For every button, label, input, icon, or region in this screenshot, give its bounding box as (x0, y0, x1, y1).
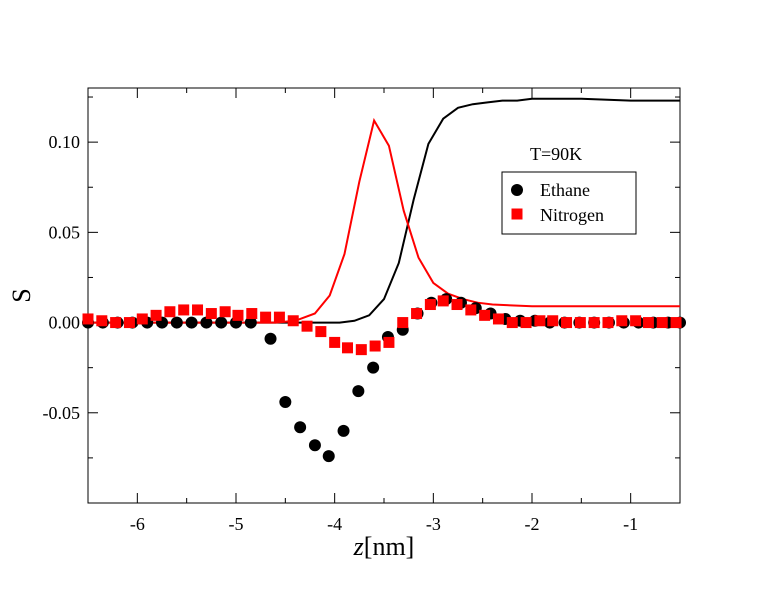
data-point-nitrogen (411, 308, 423, 320)
y-tick-label: 0.05 (49, 222, 81, 242)
plot-frame (87, 87, 681, 504)
data-point-nitrogen (630, 315, 642, 327)
data-point-nitrogen (341, 342, 353, 354)
data-point-nitrogen (534, 315, 546, 327)
data-point-nitrogen (136, 313, 148, 325)
data-point-nitrogen (656, 317, 668, 329)
data-point-nitrogen (232, 309, 244, 321)
data-point-ethane (352, 385, 365, 398)
data-point-nitrogen (82, 313, 94, 325)
temperature-annotation: T=90K (530, 144, 582, 164)
data-point-ethane (294, 421, 307, 434)
data-point-nitrogen (616, 315, 628, 327)
x-tick-label: -1 (623, 514, 638, 534)
data-point-ethane (337, 424, 350, 437)
x-axis-title-variable: z (353, 532, 364, 561)
data-point-nitrogen (602, 317, 614, 329)
data-point-nitrogen (329, 336, 341, 348)
data-point-nitrogen (123, 317, 135, 329)
legend-marker-nitrogen (511, 208, 523, 220)
x-tick-label: -6 (130, 514, 145, 534)
data-point-nitrogen (287, 315, 299, 327)
legend-label-nitrogen: Nitrogen (540, 205, 604, 225)
data-point-nitrogen (150, 309, 162, 321)
data-point-nitrogen (588, 317, 600, 329)
data-point-nitrogen (178, 304, 190, 316)
series-line-nitrogen-line (88, 117, 680, 324)
data-point-ethane (215, 316, 228, 329)
data-point-nitrogen (574, 317, 586, 329)
data-point-nitrogen (479, 309, 491, 321)
data-point-nitrogen (506, 317, 518, 329)
data-point-ethane (264, 332, 277, 345)
data-point-ethane (185, 316, 198, 329)
data-point-nitrogen (465, 304, 477, 316)
x-tick-label: -3 (426, 514, 441, 534)
data-point-nitrogen (424, 299, 436, 311)
x-tick-label: -5 (229, 514, 244, 534)
data-point-nitrogen (642, 317, 654, 329)
data-point-nitrogen (110, 317, 122, 329)
data-point-nitrogen (315, 326, 327, 338)
data-point-nitrogen (164, 306, 176, 318)
data-point-ethane (200, 316, 213, 329)
data-point-ethane (322, 450, 335, 463)
x-axis-title: z[nm] (353, 532, 415, 561)
y-axis-title: S (7, 288, 36, 302)
data-point-nitrogen (670, 317, 682, 329)
data-point-nitrogen (273, 311, 285, 323)
data-point-nitrogen (192, 304, 204, 316)
data-point-nitrogen (492, 313, 504, 325)
legend: Ethane Nitrogen (501, 171, 637, 235)
data-point-nitrogen (369, 340, 381, 352)
data-point-nitrogen (355, 344, 367, 356)
data-point-nitrogen (397, 317, 409, 329)
y-tick-label: 0.10 (49, 132, 81, 152)
x-axis-title-unit: [nm] (364, 532, 415, 561)
data-point-nitrogen (561, 317, 573, 329)
data-point-ethane (170, 316, 183, 329)
data-point-nitrogen (520, 317, 532, 329)
data-point-nitrogen (437, 295, 449, 307)
x-tick-label: -2 (525, 514, 540, 534)
data-point-nitrogen (219, 306, 231, 318)
legend-marker-ethane (511, 184, 523, 196)
data-point-ethane (308, 439, 321, 452)
series-line-ethane-line (88, 97, 680, 324)
legend-label-ethane: Ethane (540, 180, 590, 200)
y-tick-label: -0.05 (43, 403, 81, 423)
legend-box (501, 171, 637, 235)
data-point-nitrogen (383, 336, 395, 348)
data-point-nitrogen (260, 311, 272, 323)
data-point-nitrogen (246, 308, 258, 320)
x-tick-label: -4 (327, 514, 342, 534)
data-point-nitrogen (547, 315, 559, 327)
data-point-nitrogen (96, 315, 108, 327)
data-point-nitrogen (205, 308, 217, 320)
data-point-nitrogen (451, 299, 463, 311)
y-tick-label: 0.00 (49, 313, 81, 333)
data-point-ethane (367, 361, 380, 374)
data-point-ethane (279, 395, 292, 408)
data-point-nitrogen (301, 320, 313, 332)
data-point-ethane (244, 316, 257, 329)
